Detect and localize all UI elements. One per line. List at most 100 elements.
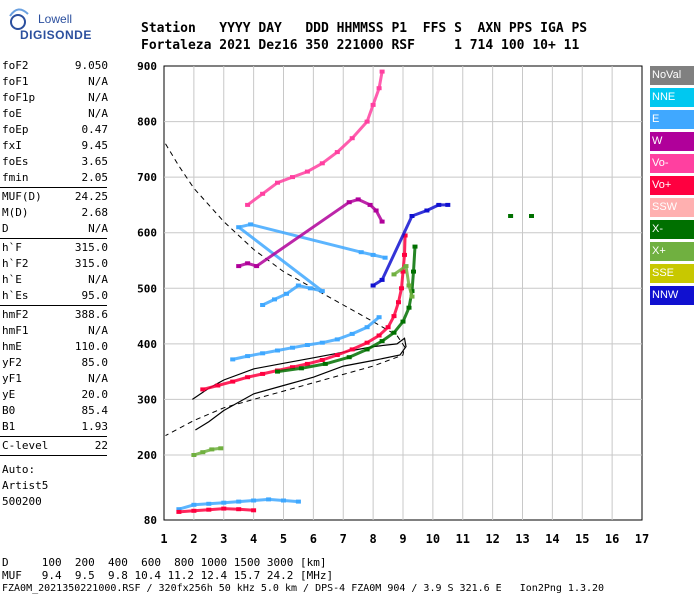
y-tick-label: 800: [137, 116, 157, 129]
x-tick-label: 14: [545, 532, 559, 546]
legend-item-e: E: [650, 110, 694, 129]
header-line1: Station YYYY DAY DDD HHMMSS P1 FFS S AXN…: [141, 21, 588, 36]
param-row: hmF1 N/A: [2, 323, 108, 338]
electron-density-profile-dashed: [165, 143, 406, 437]
param-value: 2.05: [81, 171, 109, 184]
param-value: 9.050: [74, 59, 108, 72]
param-value: 388.6: [74, 308, 108, 321]
echo-trace: [246, 71, 384, 207]
echo-trace: [232, 316, 381, 361]
param-row: B1 1.93: [2, 419, 108, 434]
x-tick-label: 12: [485, 532, 499, 546]
param-label: C-level: [2, 439, 49, 452]
param-label: foE: [2, 107, 22, 120]
legend-item-w: W: [650, 132, 694, 151]
param-label: M(D): [2, 206, 29, 219]
echo-point: [508, 214, 514, 218]
x-tick-label: 2: [190, 532, 197, 546]
param-label: h`Es: [2, 289, 29, 302]
param-value: 20.0: [81, 388, 109, 401]
legend-item-sse: SSE: [650, 264, 694, 283]
echo-trace: [178, 507, 254, 514]
lowell-digisonde-logo: Lowell DIGISONDE: [6, 6, 91, 44]
param-row: foE N/A: [2, 106, 108, 121]
echo-trace: [237, 222, 386, 307]
x-tick-label: 5: [280, 532, 287, 546]
x-tick-label: 13: [515, 532, 529, 546]
echo-trace: [238, 197, 384, 268]
y-tick-label: 200: [137, 449, 157, 462]
param-label: yE: [2, 388, 16, 401]
param-value: 315.0: [74, 257, 108, 270]
param-value: 1.93: [81, 420, 109, 433]
param-value: 85.0: [81, 356, 109, 369]
param-label: foEs: [2, 155, 29, 168]
param-row: B0 85.4: [2, 403, 108, 418]
param-value: 95.0: [81, 289, 109, 302]
param-row: hmF2 388.6: [2, 307, 108, 322]
param-label: h`F2: [2, 257, 29, 270]
param-label: foEp: [2, 123, 29, 136]
echo-trace: [393, 264, 414, 297]
param-row: h`F2 315.0: [2, 256, 108, 271]
param-label: hmE: [2, 340, 22, 353]
param-separator: [0, 455, 107, 456]
legend-item-noval: NoVal: [650, 66, 694, 85]
x-tick-label: 16: [605, 532, 619, 546]
param-value: 22: [94, 439, 108, 452]
logo-line2: DIGISONDE: [20, 28, 92, 42]
param-value: 3.65: [81, 155, 109, 168]
param-row: yF2 85.0: [2, 355, 108, 370]
param-value: 85.4: [81, 404, 109, 417]
echo-trace: [202, 235, 407, 391]
param-label: D: [2, 222, 9, 235]
x-tick-label: 17: [635, 532, 649, 546]
param-value: N/A: [88, 75, 108, 88]
param-value: N/A: [88, 324, 108, 337]
electron-density-profile: [192, 337, 407, 431]
footer-file-info: FZA0M_2021350221000.RSF / 320fx256h 50 k…: [2, 583, 605, 594]
y-tick-label: 500: [137, 282, 157, 295]
param-label: h`E: [2, 273, 22, 286]
param-separator: [0, 187, 107, 188]
param-row: foF1 N/A: [2, 74, 108, 89]
param-label: B1: [2, 420, 16, 433]
x-tick-label: 8: [370, 532, 377, 546]
param-value: N/A: [88, 91, 108, 104]
legend-item-x-: X-: [650, 220, 694, 239]
param-label: yF1: [2, 372, 22, 385]
x-tick-label: 1: [160, 532, 167, 546]
param-row: h`Es 95.0: [2, 288, 108, 303]
footer: D 100 200 400 600 800 1000 1500 3000 [km…: [2, 556, 604, 595]
param-label: fmin: [2, 171, 29, 184]
param-value: 0.47: [81, 123, 109, 136]
param-label: hmF2: [2, 308, 29, 321]
logo-line1: Lowell: [38, 12, 73, 26]
param-row: foF1p N/A: [2, 90, 108, 105]
y-tick-label: 600: [137, 227, 157, 240]
param-value: N/A: [88, 107, 108, 120]
param-row: M(D) 2.68: [2, 205, 108, 220]
echo-trace: [178, 497, 299, 511]
param-label: yF2: [2, 356, 22, 369]
param-value: 24.25: [74, 190, 108, 203]
param-separator: [0, 436, 107, 437]
param-row: yE 20.0: [2, 387, 108, 402]
auto-scaling-line3: 500200: [2, 495, 42, 508]
param-value: N/A: [88, 222, 108, 235]
x-tick-label: 9: [399, 532, 406, 546]
param-separator: [0, 305, 107, 306]
echo-trace: [193, 446, 221, 457]
param-value: N/A: [88, 372, 108, 385]
param-row: h`E N/A: [2, 272, 108, 287]
param-row: foEs 3.65: [2, 154, 108, 169]
param-value: 315.0: [74, 241, 108, 254]
footer-muf-row: MUF 9.4 9.5 9.8 10.4 11.2 12.4 15.7 24.2…: [2, 569, 334, 582]
echo-trace: [372, 203, 448, 287]
x-tick-label: 10: [426, 532, 440, 546]
param-label: hmF1: [2, 324, 29, 337]
header-line2: Fortaleza 2021 Dez16 350 221000 RSF 1 71…: [141, 38, 580, 53]
param-row: C-level 22: [2, 438, 108, 453]
param-label: fxI: [2, 139, 22, 152]
